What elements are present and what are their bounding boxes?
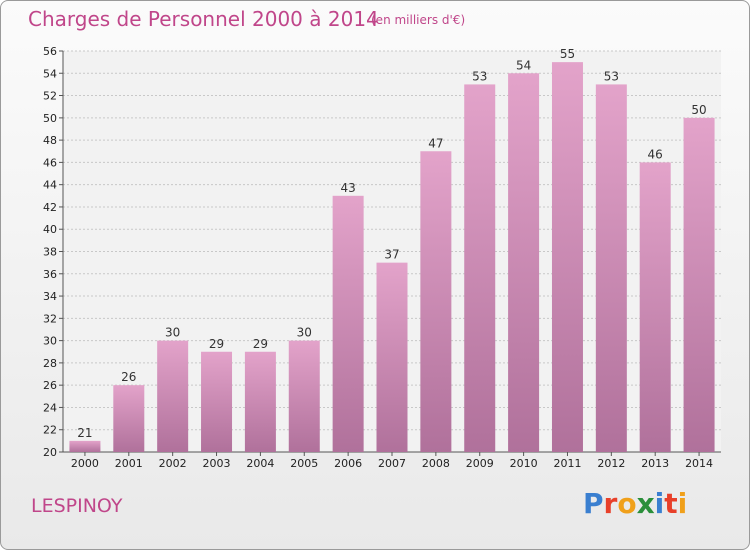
y-tick-label: 54 [43, 67, 57, 80]
x-tick-label: 2013 [641, 457, 669, 470]
x-tick-label: 2002 [159, 457, 187, 470]
bar-value-label: 50 [691, 103, 706, 117]
bar-value-label: 43 [340, 181, 355, 195]
bar-value-label: 55 [560, 47, 575, 61]
x-tick-label: 2012 [597, 457, 625, 470]
x-tick-label: 2010 [510, 457, 538, 470]
y-tick-label: 26 [43, 379, 57, 392]
y-tick-label: 42 [43, 201, 57, 214]
y-tick-label: 40 [43, 223, 57, 236]
bar [201, 351, 233, 452]
logo-letter: o [617, 487, 637, 520]
logo-letter: i [677, 487, 688, 520]
chart-subtitle: (en milliers d'€) [371, 13, 466, 27]
y-tick-label: 30 [43, 335, 57, 348]
logo-letter: P [583, 487, 604, 520]
bar-value-label: 29 [209, 337, 224, 351]
bar [639, 162, 671, 452]
y-tick-label: 52 [43, 90, 57, 103]
bar [332, 195, 364, 453]
y-tick-label: 32 [43, 312, 57, 325]
y-tick-label: 20 [43, 446, 57, 459]
x-tick-label: 2014 [685, 457, 713, 470]
x-tick-label: 2005 [290, 457, 318, 470]
x-tick-label: 2006 [334, 457, 362, 470]
y-tick-label: 24 [43, 401, 57, 414]
bar-value-label: 47 [428, 136, 443, 150]
x-tick-label: 2004 [246, 457, 274, 470]
y-tick-label: 48 [43, 134, 57, 147]
y-tick-label: 36 [43, 268, 57, 281]
bar-value-label: 30 [165, 326, 180, 340]
x-tick-label: 2001 [115, 457, 143, 470]
bar [288, 340, 320, 452]
bar-value-label: 46 [648, 147, 663, 161]
bar [551, 62, 583, 453]
x-tick-label: 2009 [466, 457, 494, 470]
bar [683, 117, 715, 452]
bar [508, 73, 540, 453]
y-tick-label: 22 [43, 424, 57, 437]
bar-value-label: 26 [121, 370, 136, 384]
bar [420, 151, 452, 452]
logo-letter: i [654, 487, 665, 520]
logo-letter: r [603, 487, 618, 520]
bar-value-label: 54 [516, 58, 531, 72]
bar-value-label: 53 [604, 69, 619, 83]
bar [595, 84, 627, 453]
y-tick-label: 28 [43, 357, 57, 370]
y-tick-label: 34 [43, 290, 57, 303]
chart-title: Charges de Personnel 2000 à 2014 [28, 7, 379, 31]
bar-value-label: 30 [297, 326, 312, 340]
proxiti-logo: Proxiti [583, 487, 687, 520]
x-tick-label: 2008 [422, 457, 450, 470]
logo-letter: t [664, 487, 678, 520]
bar-value-label: 21 [77, 426, 92, 440]
bar [157, 340, 189, 452]
x-tick-label: 2007 [378, 457, 406, 470]
bar [376, 262, 408, 452]
y-tick-label: 56 [43, 45, 57, 58]
bar [113, 385, 145, 452]
place-name: LESPINOY [31, 495, 123, 517]
bar-value-label: 53 [472, 69, 487, 83]
y-tick-label: 44 [43, 179, 57, 192]
logo-letter: x [636, 487, 655, 520]
x-tick-label: 2003 [203, 457, 231, 470]
y-tick-label: 46 [43, 156, 57, 169]
bar [244, 351, 276, 452]
bar-value-label: 29 [253, 337, 268, 351]
bar [69, 440, 101, 452]
x-tick-label: 2011 [553, 457, 581, 470]
y-tick-label: 50 [43, 112, 57, 125]
x-tick-label: 2000 [71, 457, 99, 470]
bar [464, 84, 496, 453]
y-tick-label: 38 [43, 246, 57, 259]
bar-value-label: 37 [384, 248, 399, 262]
